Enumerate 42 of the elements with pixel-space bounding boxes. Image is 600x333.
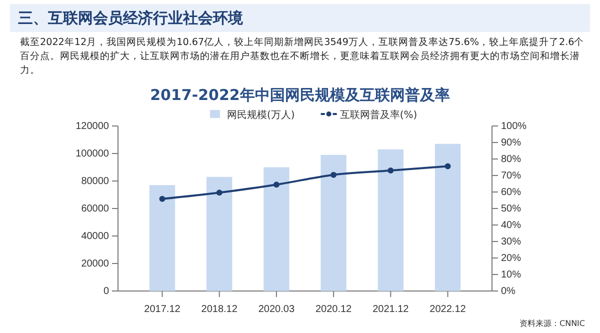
chart-title: 2017-2022年中国网民规模及互联网普及率 (150, 86, 450, 104)
point (273, 182, 280, 188)
y-tick-label: 80000 (81, 176, 110, 188)
text: 三、互联网会员经济行业社会环境 (10, 4, 590, 32)
x-tick-label: 2017.12 (144, 304, 181, 315)
point (159, 196, 166, 202)
legend-label: 网民规模(万人) (227, 109, 295, 121)
y-tick-label: 0 (103, 286, 110, 298)
bar (378, 149, 404, 291)
legend-label: 互联网普及率(%) (340, 109, 418, 121)
x-tick-label: 2022.12 (430, 304, 466, 315)
y2-tick-label: 100% (501, 121, 527, 132)
y2-tick-label: 90% (501, 138, 522, 149)
y-tick-label: 120000 (76, 121, 110, 132)
point (330, 172, 337, 178)
y2-tick-label: 30% (501, 236, 522, 248)
y-tick-label: 40000 (81, 231, 110, 242)
y-tick-label: 60000 (81, 204, 110, 215)
y-tick-label: 100000 (76, 148, 110, 160)
point (388, 168, 394, 174)
point (444, 163, 451, 170)
y2-tick-label: 40% (501, 220, 522, 232)
y2-tick-label: 10% (501, 270, 522, 281)
y2-tick-label: 70% (501, 170, 522, 182)
text: 资料来源：CNNIC (520, 319, 586, 328)
y2-tick-label: 80% (501, 154, 522, 166)
y2-tick-label: 60% (501, 187, 522, 198)
x-tick-label: 2018.12 (201, 304, 238, 315)
x-tick-label: 2020.12 (315, 304, 352, 315)
y-tick-label: 20000 (81, 258, 110, 270)
x-tick-label: 2021.12 (372, 304, 410, 315)
bar (264, 167, 290, 291)
x-tick-label: 2020.03 (258, 304, 295, 315)
bar (320, 154, 346, 291)
bar (206, 176, 232, 291)
point (216, 190, 222, 196)
text: 截至2022年12月，我国网民规模为10.67亿人，较上年同期新增网民3549万人，互联网普及率达75.6%，较上年底提升了2.6个百分点。网民规模的扩大，让互联网市场的潜在用户基数也在不断增长，更意味着互联网会员经济拥有更大的市场空间和增长潜力。 (20, 36, 586, 78)
y2-tick-label: 0% (501, 286, 516, 298)
bar (149, 185, 176, 291)
y2-tick-label: 20% (501, 253, 522, 264)
bar (434, 144, 461, 291)
y2-tick-label: 50% (501, 204, 522, 215)
